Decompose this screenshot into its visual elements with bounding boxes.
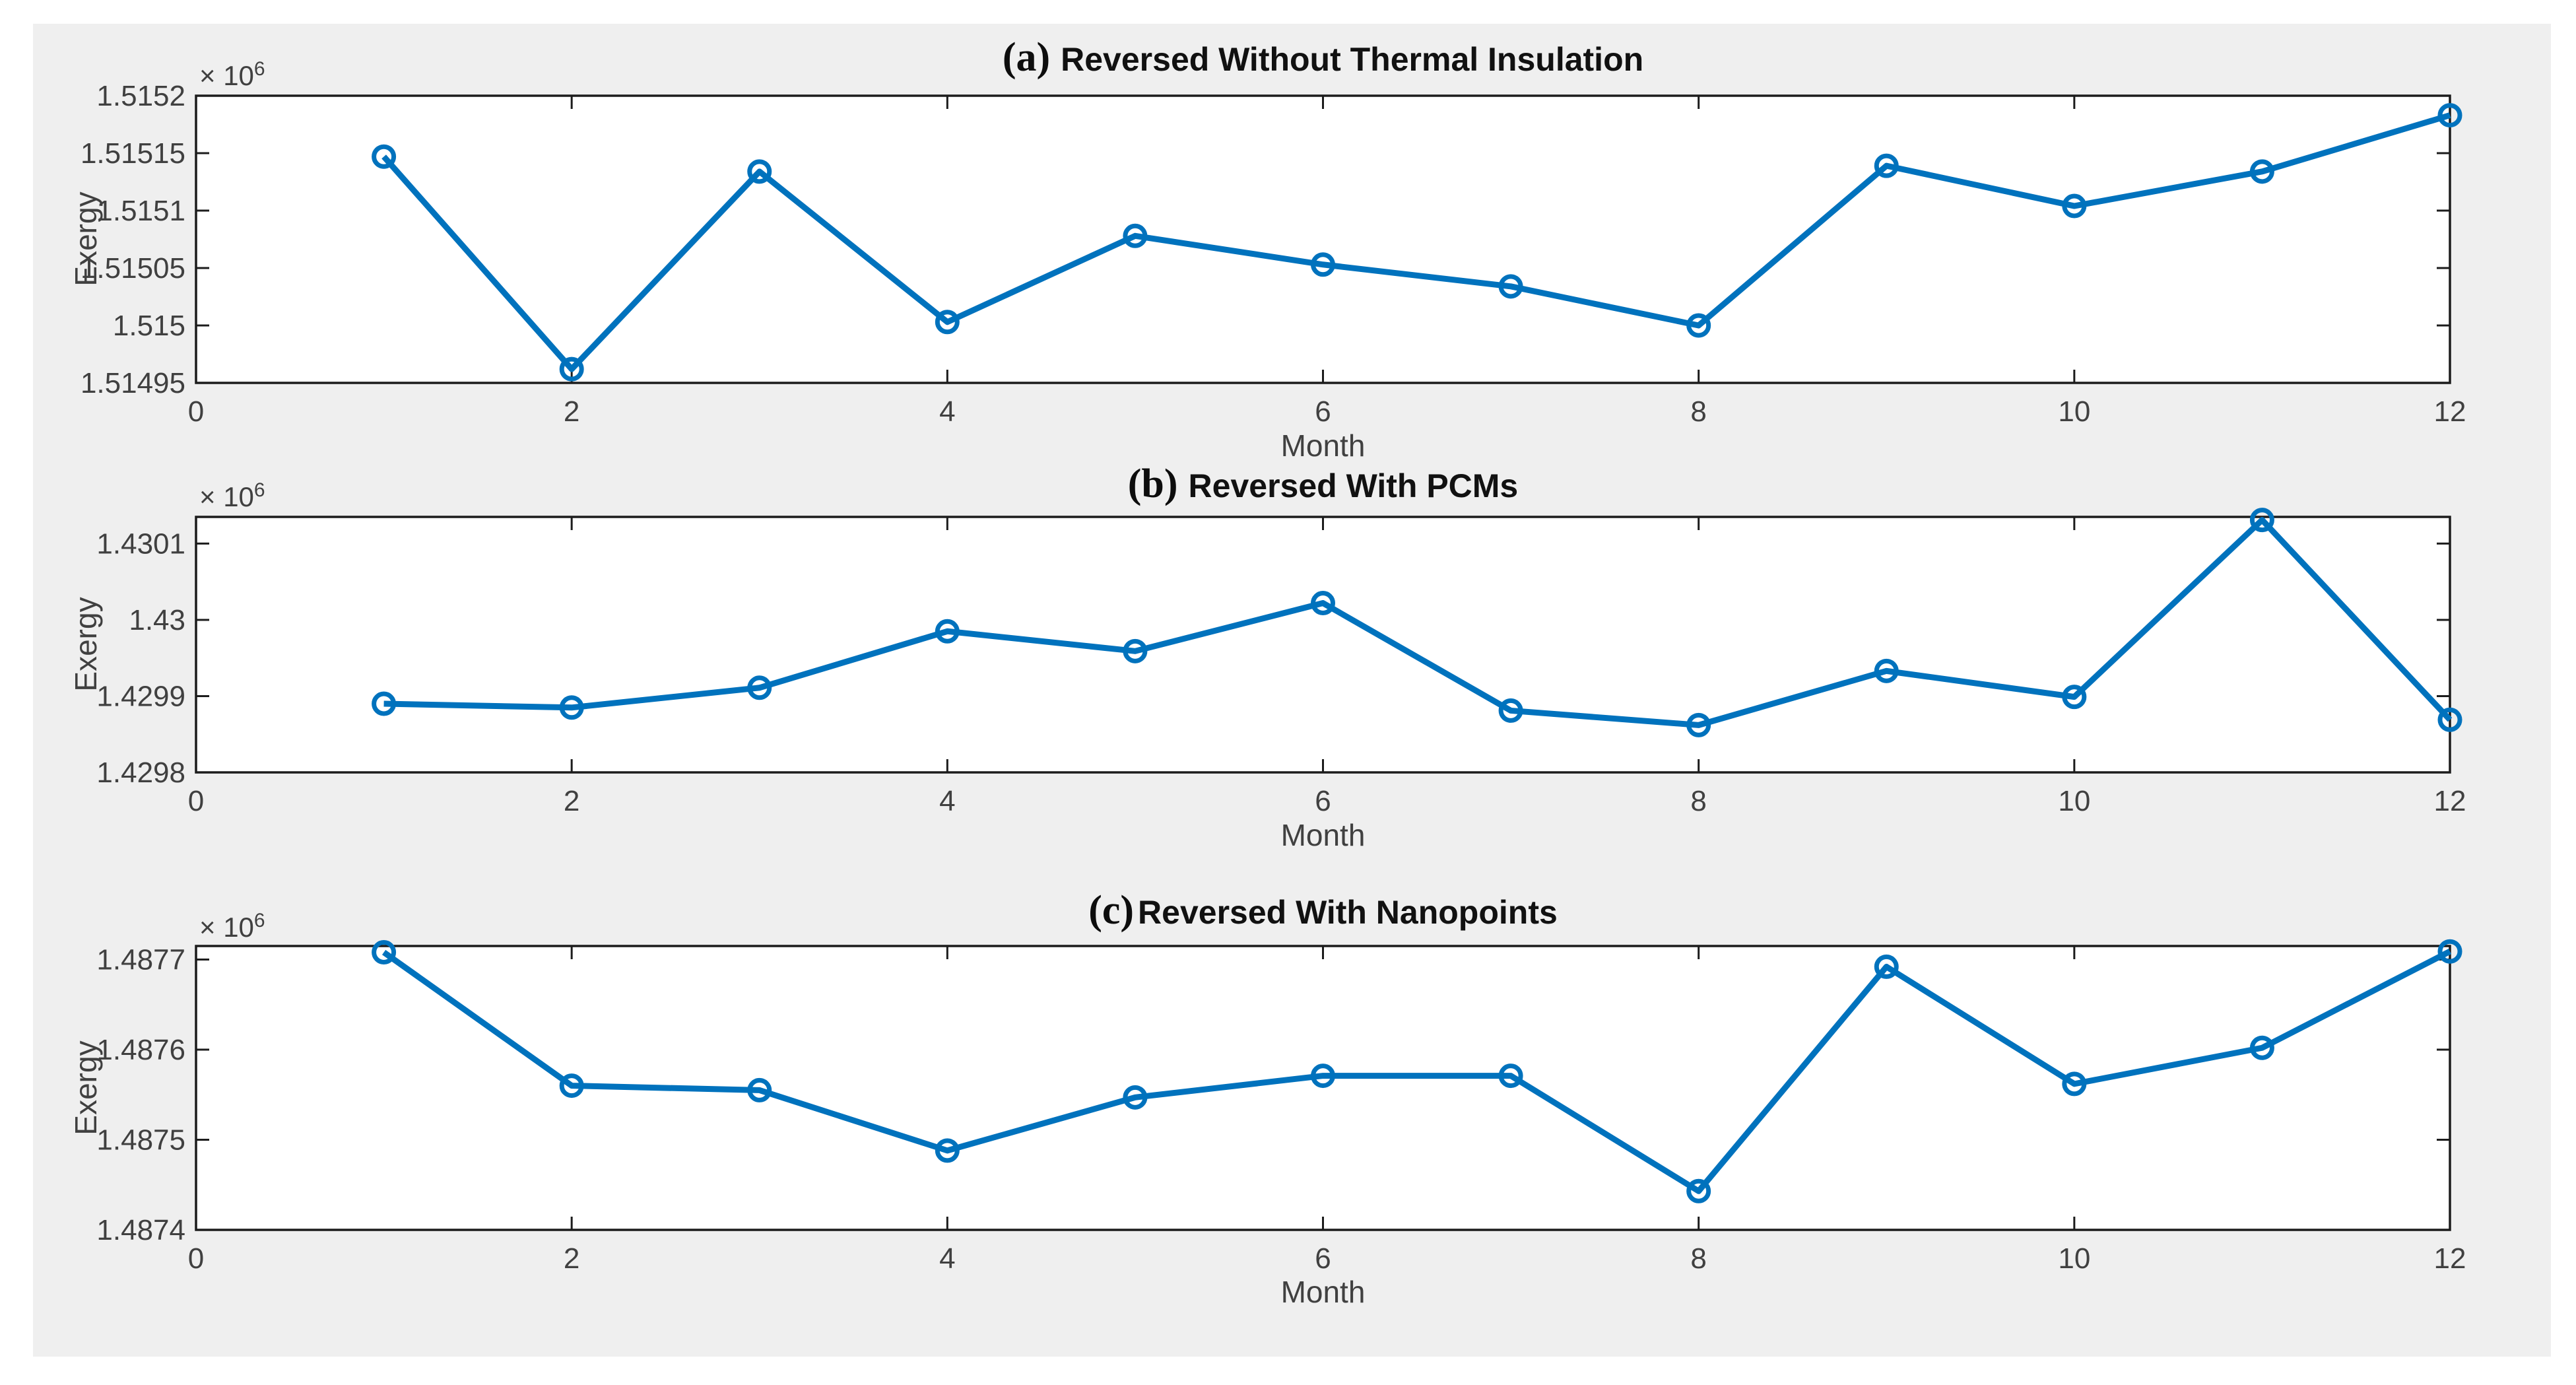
svg-text:2: 2 — [564, 1242, 579, 1275]
svg-text:12: 12 — [2434, 395, 2466, 428]
svg-text:1.4877: 1.4877 — [96, 943, 185, 976]
svg-text:2: 2 — [564, 395, 579, 428]
subplot-a-xlabel: Month — [1280, 428, 1366, 463]
svg-text:1.4875: 1.4875 — [96, 1124, 185, 1156]
scale-exponent: 6 — [253, 479, 265, 501]
scale-exponent: 6 — [253, 910, 265, 931]
svg-text:1.5151: 1.5151 — [96, 195, 185, 227]
subplot-b-y-scale-label: × 106 — [199, 479, 265, 513]
svg-text:4: 4 — [939, 1242, 955, 1275]
svg-text:4: 4 — [939, 785, 955, 817]
subplot-b-plot: 0 2 4 6 8 10 12 1.4298 1.4299 1.43 1.4301 — [96, 508, 2466, 817]
scale-exponent: 6 — [253, 58, 265, 80]
svg-text:1.51505: 1.51505 — [81, 252, 185, 285]
svg-text:8: 8 — [1690, 1242, 1706, 1275]
svg-text:6: 6 — [1315, 785, 1331, 817]
subplot-c-title-text: Reversed With Nanopoints — [1138, 894, 1558, 931]
svg-text:2: 2 — [564, 785, 579, 817]
svg-text:1.4299: 1.4299 — [96, 680, 185, 712]
subplot-c-y-scale-label: × 106 — [199, 910, 265, 943]
svg-text:10: 10 — [2058, 785, 2090, 817]
svg-text:10: 10 — [2058, 395, 2090, 428]
svg-text:1.51495: 1.51495 — [81, 367, 185, 399]
scale-base: × 10 — [199, 481, 254, 512]
svg-text:0: 0 — [188, 1242, 204, 1275]
subplot-b-xlabel: Month — [1280, 818, 1366, 852]
svg-text:12: 12 — [2434, 785, 2466, 817]
scale-base: × 10 — [199, 912, 254, 943]
svg-text:6: 6 — [1315, 395, 1331, 428]
svg-text:0: 0 — [188, 395, 204, 428]
svg-text:1.5152: 1.5152 — [96, 80, 185, 112]
subplot-c-panel-label: (c) — [1088, 888, 1135, 933]
subplot-b-panel-label: (b) — [1127, 461, 1178, 506]
svg-text:1.51515: 1.51515 — [81, 137, 185, 170]
svg-text:1.4298: 1.4298 — [96, 757, 185, 789]
subplot-c-plot: 0 2 4 6 8 10 12 1.4874 1.4875 1.4876 1.4877 — [96, 939, 2466, 1275]
subplot-c-title: (c) Reversed With Nanopoints — [196, 887, 2450, 934]
subplot-a-title-text: Reversed Without Thermal Insulation — [1061, 41, 1644, 78]
subplot-a-title: (a) Reversed Without Thermal Insulation — [196, 34, 2450, 81]
subplot-b-title-text: Reversed With PCMs — [1188, 467, 1519, 504]
svg-text:10: 10 — [2058, 1242, 2090, 1275]
svg-text:12: 12 — [2434, 1242, 2466, 1275]
svg-text:0: 0 — [188, 785, 204, 817]
subplot-c-xlabel: Month — [1280, 1275, 1366, 1309]
subplot-b-title: (b) Reversed With PCMs — [196, 461, 2450, 508]
scale-base: × 10 — [199, 60, 254, 91]
subplot-a-y-scale-label: × 106 — [199, 58, 265, 92]
svg-text:8: 8 — [1690, 785, 1706, 817]
subplot-a-plot: 0 2 4 6 8 10 12 1.51495 1.515 1.51505 1.5151 1.5151… — [81, 80, 2466, 428]
svg-text:4: 4 — [939, 395, 955, 428]
svg-text:1.4876: 1.4876 — [96, 1034, 185, 1066]
svg-text:1.4301: 1.4301 — [96, 527, 185, 560]
svg-text:1.43: 1.43 — [129, 604, 185, 636]
svg-text:1.4874: 1.4874 — [96, 1214, 185, 1246]
svg-text:8: 8 — [1690, 395, 1706, 428]
subplot-a-panel-label: (a) — [1002, 35, 1051, 80]
svg-text:1.515: 1.515 — [113, 310, 185, 342]
svg-text:6: 6 — [1315, 1242, 1331, 1275]
